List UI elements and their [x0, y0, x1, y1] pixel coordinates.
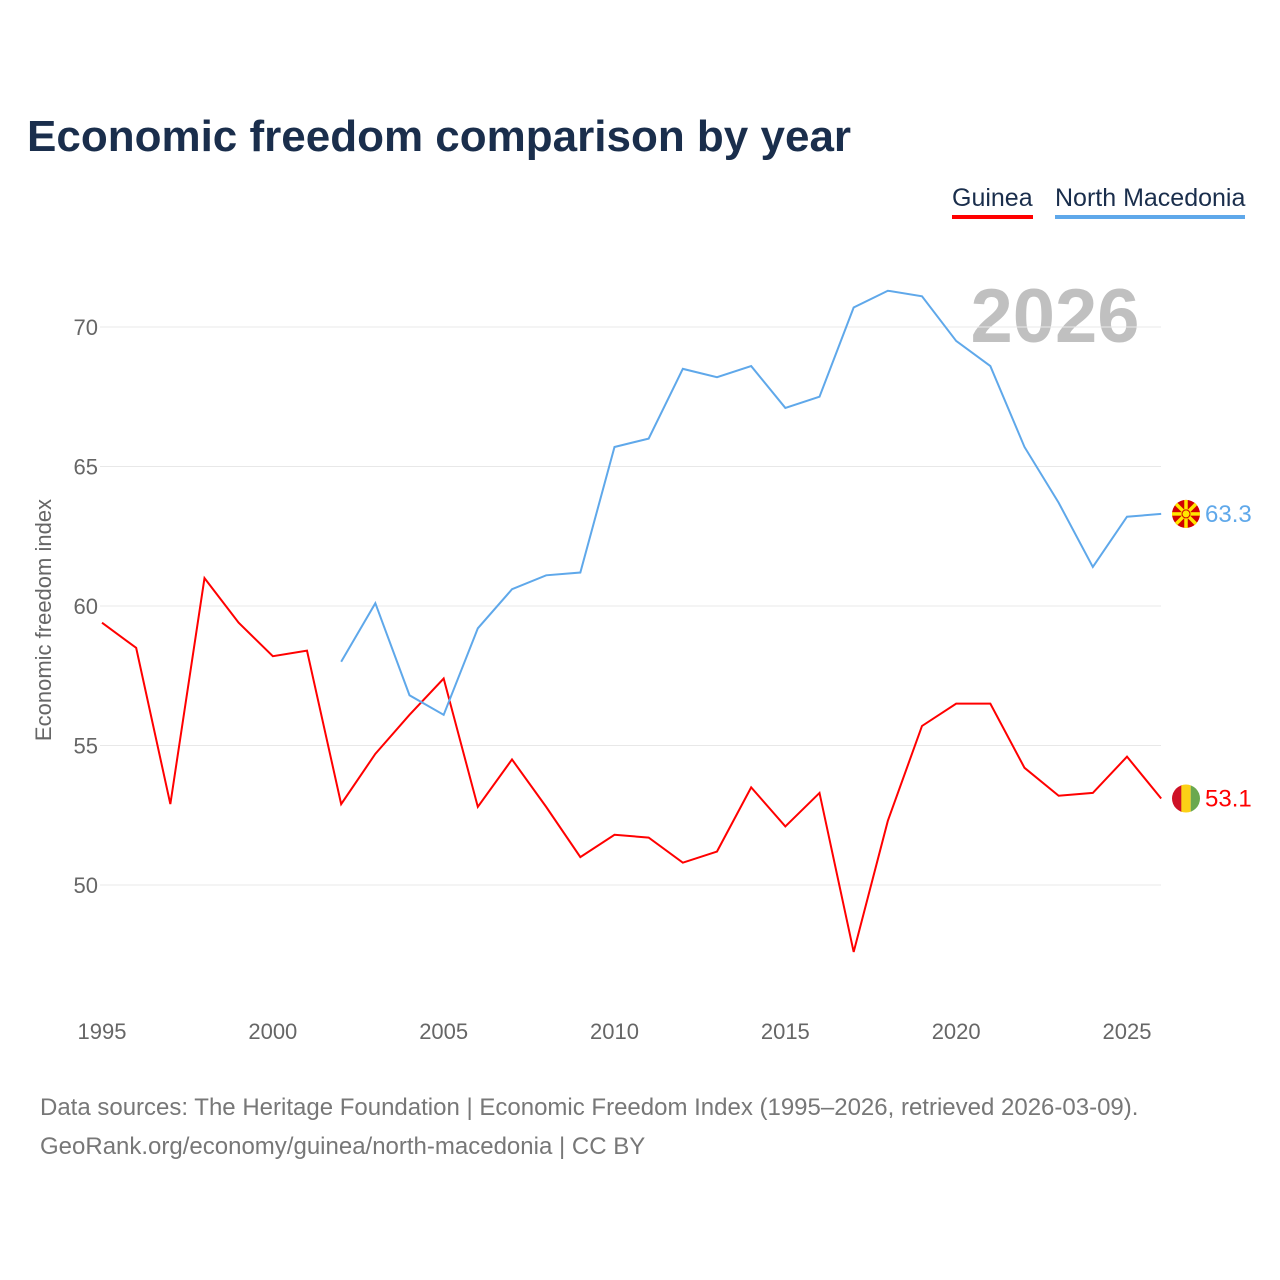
y-tick-label: 55: [74, 734, 98, 759]
x-tick-label: 2025: [1103, 1019, 1152, 1044]
year-watermark: 2026: [970, 274, 1139, 359]
x-tick-label: 2020: [932, 1019, 981, 1044]
source-line-2[interactable]: GeoRank.org/economy/guinea/north-macedon…: [40, 1133, 646, 1160]
north-macedonia-flag-icon: [1172, 499, 1200, 528]
legend-north-macedonia[interactable]: North Macedonia: [1055, 184, 1246, 219]
x-tick-label: 2000: [248, 1019, 297, 1044]
y-tick-label: 60: [74, 594, 98, 619]
end-value-label: 53.1: [1205, 786, 1252, 813]
x-tick-label: 1995: [78, 1019, 127, 1044]
y-tick-label: 65: [74, 455, 98, 480]
y-axis-label: Economic freedom index: [31, 499, 56, 741]
legend-guinea[interactable]: Guinea: [952, 184, 1033, 219]
source-line-1: Data sources: The Heritage Foundation | …: [40, 1094, 1139, 1121]
series-line-north-macedonia: [340, 289, 1162, 717]
y-tick-label: 70: [74, 315, 98, 340]
chart-title: Economic freedom comparison by year: [27, 112, 852, 161]
series-line-guinea: [101, 575, 1162, 953]
y-tick-label: 50: [74, 873, 98, 898]
end-value-label: 63.3: [1205, 501, 1252, 528]
guinea-flag-icon: [1172, 784, 1200, 813]
x-tick-label: 2005: [419, 1019, 468, 1044]
x-tick-label: 2010: [590, 1019, 639, 1044]
x-tick-label: 2015: [761, 1019, 810, 1044]
source-note: Data sources: The Heritage Foundation | …: [40, 1088, 1138, 1166]
